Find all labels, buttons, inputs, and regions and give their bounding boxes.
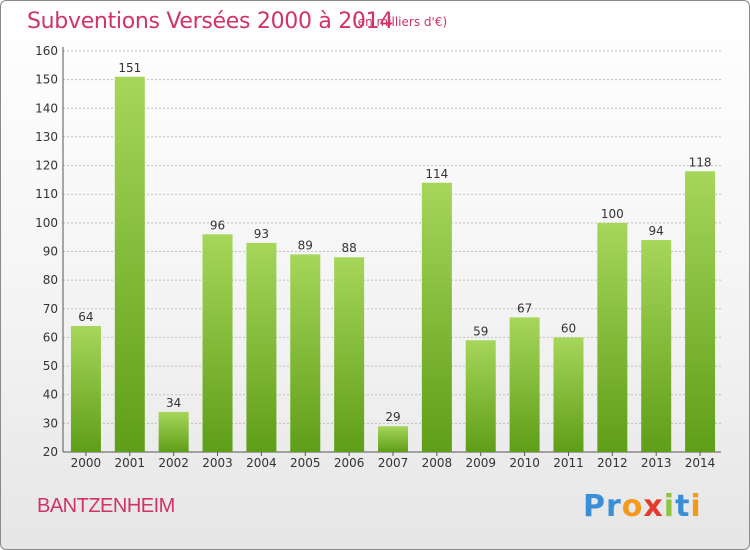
x-tick-label: 2004: [246, 456, 277, 470]
logo-letter: r: [606, 489, 622, 524]
x-tick-label: 2001: [115, 456, 146, 470]
y-tick-label: 50: [43, 359, 58, 373]
y-tick-label: 160: [35, 44, 58, 58]
x-tick-label: 2008: [422, 456, 453, 470]
bar-2002: [158, 411, 189, 452]
y-tick-label: 30: [43, 416, 58, 430]
bar-2004: [246, 242, 277, 452]
data-label-2009: 59: [473, 324, 488, 338]
logo-letter: i: [690, 489, 702, 524]
bars: [70, 76, 716, 453]
x-axis-ticks: 2000 2001 2002 2003 2004 2005 2006 2007 2008 2009…: [71, 452, 716, 470]
bar-2008: [421, 182, 452, 452]
data-label-2014: 118: [689, 155, 712, 169]
y-axis-ticks: 20 30 40 50 60 70 80 90 100 110 120 130 140 150 160: [35, 44, 58, 459]
data-label-2007: 29: [385, 410, 400, 424]
chart-subtitle: (en milliers d'€): [353, 15, 448, 29]
bar-2003: [202, 234, 233, 452]
x-tick-label: 2003: [202, 456, 233, 470]
x-tick-label: 2010: [509, 456, 540, 470]
logo-letter: o: [621, 489, 644, 524]
bar-2000: [70, 325, 101, 452]
logo-letter: x: [643, 489, 664, 524]
data-label-2003: 96: [210, 218, 225, 232]
y-tick-label: 120: [35, 159, 58, 173]
commune-name: BANTZENHEIM: [37, 495, 175, 517]
y-tick-label: 150: [35, 73, 58, 87]
x-tick-label: 2007: [378, 456, 409, 470]
x-tick-label: 2013: [641, 456, 672, 470]
bar-2007: [378, 426, 408, 452]
logo-letter: i: [663, 489, 676, 524]
y-tick-label: 90: [43, 245, 58, 259]
data-label-2010: 67: [517, 301, 532, 315]
bar-2001: [114, 76, 145, 453]
y-tick-label: 140: [35, 101, 58, 115]
y-tick-label: 130: [35, 130, 58, 144]
data-label-2012: 100: [601, 207, 624, 221]
y-tick-label: 80: [43, 273, 58, 287]
data-label-2000: 64: [78, 310, 93, 324]
x-tick-label: 2006: [334, 456, 365, 470]
x-tick-label: 2005: [290, 456, 321, 470]
y-tick-label: 40: [43, 388, 58, 402]
data-label-2006: 88: [341, 241, 356, 255]
x-tick-label: 2011: [553, 456, 584, 470]
data-label-2013: 94: [649, 224, 664, 238]
data-label-2002: 34: [166, 396, 181, 410]
proxiti-logo[interactable]: Proxiti: [583, 489, 702, 524]
bar-2010: [509, 317, 540, 452]
x-tick-label: 2009: [465, 456, 496, 470]
data-label-2005: 89: [298, 238, 313, 252]
y-tick-label: 110: [35, 187, 58, 201]
y-tick-label: 100: [35, 216, 58, 230]
bar-2005: [290, 254, 321, 452]
logo-letter: P: [583, 489, 606, 524]
x-tick-label: 2002: [158, 456, 189, 470]
bar-2011: [553, 337, 584, 452]
bar-2013: [641, 240, 672, 452]
bar-2014: [685, 171, 716, 453]
data-label-2001: 151: [118, 61, 141, 75]
data-label-2004: 93: [254, 227, 269, 241]
x-tick-label: 2014: [685, 456, 716, 470]
x-tick-label: 2012: [597, 456, 628, 470]
x-tick-label: 2000: [71, 456, 102, 470]
bar-2012: [597, 222, 628, 452]
chart-title: Subventions Versées 2000 à 2014: [27, 9, 394, 34]
data-label-2008: 114: [425, 167, 448, 181]
data-label-2011: 60: [561, 321, 576, 335]
bar-2006: [334, 257, 365, 452]
data-labels: 64 151 34 96 93 89 88 29 114 59 67 60 100 94 118: [78, 61, 711, 424]
y-tick-label: 70: [43, 302, 58, 316]
logo-letter: t: [675, 489, 691, 524]
y-tick-label: 20: [43, 445, 58, 459]
y-tick-label: 60: [43, 330, 58, 344]
bar-2009: [465, 340, 496, 452]
